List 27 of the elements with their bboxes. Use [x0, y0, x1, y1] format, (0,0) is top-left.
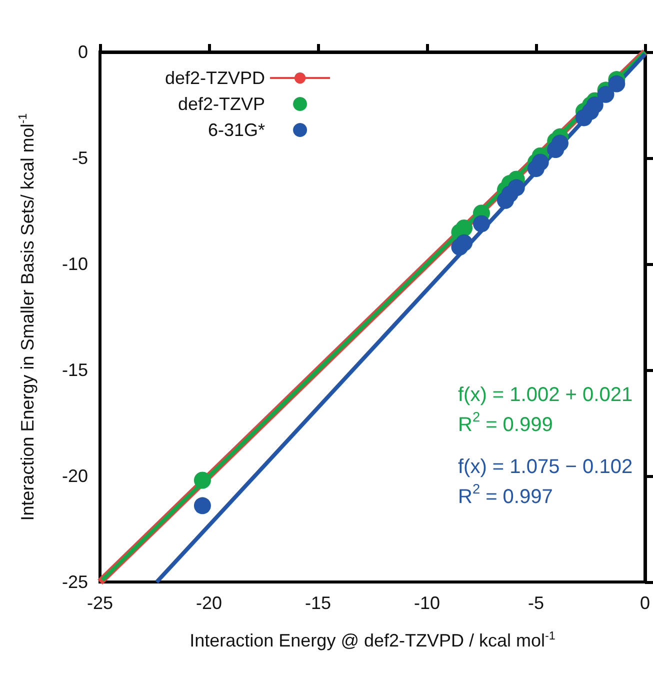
y-tick-label: -10: [62, 254, 88, 274]
y-tick-label: -5: [72, 148, 88, 168]
y-tick-label: -20: [62, 466, 88, 486]
legend-label: def2-TZVPD: [164, 68, 266, 88]
point: [473, 215, 490, 232]
y-tick-label: 0: [78, 42, 88, 62]
point: [456, 234, 473, 252]
point: [194, 497, 211, 514]
x-tick-label: -15: [304, 593, 332, 613]
point: [597, 86, 614, 103]
point: [586, 96, 604, 114]
x-tick-label: -5: [528, 593, 544, 613]
x-tick-label: -20: [196, 593, 222, 613]
point: [194, 472, 211, 489]
legend-label: def2-TZVP: [178, 94, 266, 114]
x-tick-label: 0: [640, 593, 650, 613]
y-tick-label: -15: [62, 360, 88, 380]
legend-label: 6-31G*: [208, 120, 266, 140]
y-axis-title: Interaction Energy in Smaller Basis Sets/ kcal mol-1: [16, 113, 38, 521]
y-tick-label: -25: [62, 572, 88, 592]
point: [508, 179, 525, 196]
point: [608, 75, 626, 92]
point: [551, 134, 568, 152]
point: [456, 219, 473, 236]
x-tick-label: -25: [86, 593, 114, 613]
x-tick-label: -10: [414, 593, 440, 613]
point: [532, 154, 549, 171]
